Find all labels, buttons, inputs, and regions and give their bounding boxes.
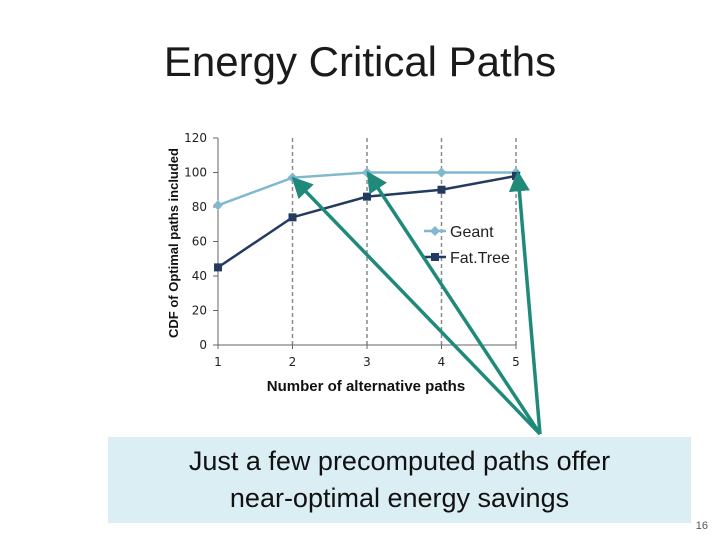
legend-marker-geant (430, 226, 440, 236)
x-tick-label-2: 2 (289, 355, 297, 369)
y-axis-title: CDF of Optimal paths included (166, 148, 181, 338)
point-fat-tree-3 (363, 192, 371, 201)
page-number: 16 (695, 520, 708, 532)
grid-layer (291, 138, 517, 345)
callout-line-2: near-optimal energy savings (229, 483, 570, 513)
callout-line-1: Just a few precomputed paths offer (188, 446, 611, 476)
legend-label-fat-tree: Fat.Tree (450, 250, 510, 267)
x-tick-label-1: 1 (214, 355, 222, 369)
axis-layer: 0 20 40 60 80 100 120 1 2 3 4 5 Number of alternativ… (166, 131, 520, 395)
point-fat-tree-4 (437, 185, 446, 194)
y-tick-label-120: 120 (184, 131, 207, 145)
x-tick-label-5: 5 (512, 355, 520, 369)
point-geant-1 (213, 200, 223, 211)
point-fat-tree-1 (214, 263, 222, 272)
y-tick-label-80: 80 (192, 200, 207, 214)
y-tick-label-100: 100 (184, 166, 207, 180)
legend-marker-fat-tree (431, 253, 439, 261)
legend-layer: Geant Fat.Tree (424, 224, 510, 267)
callout-arrow-to-x2 (291, 176, 542, 436)
y-tick-label-0: 0 (199, 338, 207, 352)
callout-arrow-to-x3 (366, 170, 542, 435)
point-fat-tree-2 (288, 213, 297, 222)
y-tick-label-40: 40 (192, 269, 207, 283)
point-geant-4 (436, 167, 447, 178)
y-tick-label-20: 20 (192, 304, 207, 318)
x-tick-label-4: 4 (438, 355, 446, 369)
x-tick-label-3: 3 (363, 355, 371, 369)
arrow-layer (291, 170, 542, 436)
y-tick-label-60: 60 (192, 235, 207, 249)
legend-label-geant: Geant (450, 224, 494, 241)
callout-box: Just a few precomputed paths offer near-… (108, 437, 691, 523)
x-axis-title: Number of alternative paths (267, 378, 465, 395)
slide-title: Energy Critical Paths (163, 38, 557, 85)
callout-arrow-to-x5 (508, 170, 542, 435)
